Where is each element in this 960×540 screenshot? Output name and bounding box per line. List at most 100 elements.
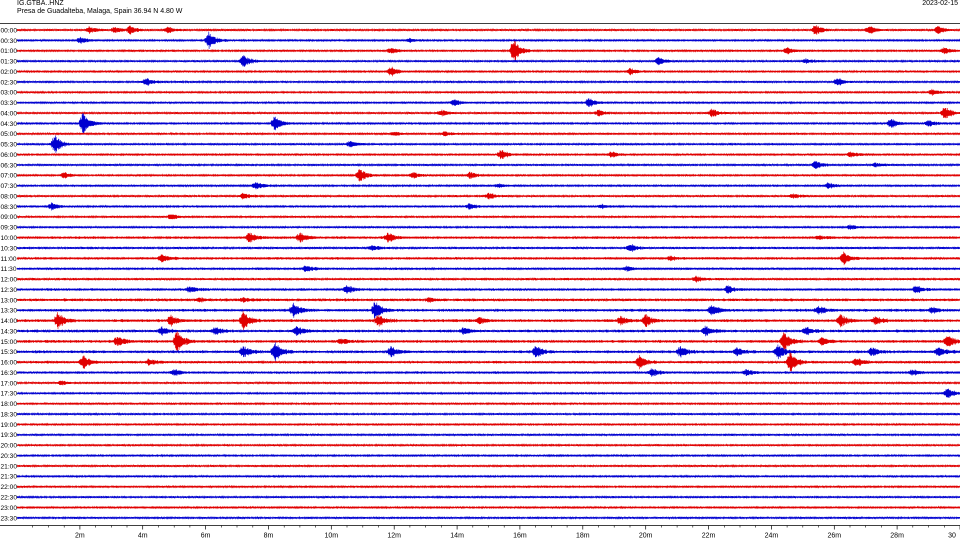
row-label: 16:30 bbox=[1, 370, 18, 377]
row-label: 03:30 bbox=[1, 100, 18, 107]
row-label: 08:00 bbox=[1, 194, 18, 201]
row-label: 01:30 bbox=[1, 59, 18, 66]
row-label: 04:00 bbox=[1, 110, 18, 117]
row-label: 22:30 bbox=[1, 495, 18, 502]
trace-row-2030 bbox=[16, 453, 960, 458]
x-tick-label: 24m bbox=[765, 533, 779, 540]
trace-row-2330 bbox=[16, 515, 960, 520]
x-tick-label: 4m bbox=[138, 533, 148, 540]
x-tick-label: 20m bbox=[639, 533, 653, 540]
row-label: 17:00 bbox=[1, 380, 18, 387]
x-tick-label: 18m bbox=[576, 533, 590, 540]
trace-row-1900 bbox=[16, 422, 960, 427]
trace-row-1030 bbox=[16, 244, 960, 252]
row-label: 14:30 bbox=[1, 328, 18, 335]
header: IG.GTBA..HNZ Presa de Guadalteba, Malaga… bbox=[0, 0, 960, 26]
trace-row-1700 bbox=[16, 380, 960, 386]
row-label: 02:00 bbox=[1, 69, 18, 76]
trace-row-1200 bbox=[16, 275, 960, 283]
trace-row-0030 bbox=[16, 31, 960, 50]
trace-row-0100 bbox=[16, 40, 960, 61]
row-label: 12:00 bbox=[1, 277, 18, 284]
x-tick-label: 26m bbox=[827, 533, 841, 540]
trace-row-1500 bbox=[16, 331, 960, 352]
row-label: 08:30 bbox=[1, 204, 18, 211]
row-label: 06:30 bbox=[1, 162, 18, 169]
trace-row-1530 bbox=[16, 342, 960, 362]
trace-row-1100 bbox=[16, 251, 960, 266]
row-time-labels: 00:00 00:30 01:00 01:30 02:00 02:30 03:00 03:30… bbox=[1, 27, 18, 522]
trace-row-2000 bbox=[16, 443, 960, 448]
x-tick-label: 8m bbox=[264, 533, 274, 540]
date-label: 2023-02-15 bbox=[922, 0, 958, 7]
row-label: 01:00 bbox=[1, 48, 18, 55]
trace-row-0930 bbox=[16, 224, 960, 230]
row-label: 12:30 bbox=[1, 287, 18, 294]
row-label: 09:00 bbox=[1, 214, 18, 221]
row-label: 22:00 bbox=[1, 484, 18, 491]
row-label: 20:30 bbox=[1, 453, 18, 460]
row-label: 09:30 bbox=[1, 225, 18, 232]
trace-row-0500 bbox=[16, 131, 960, 137]
row-label: 21:00 bbox=[1, 463, 18, 470]
row-label: 19:00 bbox=[1, 422, 18, 429]
x-tick-label: 6m bbox=[201, 533, 211, 540]
row-label: 07:30 bbox=[1, 183, 18, 190]
trace-row-1130 bbox=[16, 265, 960, 272]
row-label: 13:00 bbox=[1, 297, 18, 304]
row-label: 05:30 bbox=[1, 142, 18, 149]
row-label: 03:00 bbox=[1, 90, 18, 97]
row-label: 17:30 bbox=[1, 391, 18, 398]
trace-row-2130 bbox=[16, 474, 960, 479]
row-label: 10:30 bbox=[1, 245, 18, 252]
x-tick-label: 10m bbox=[324, 533, 338, 540]
x-tick-label: 22m bbox=[702, 533, 716, 540]
trace-row-0200 bbox=[16, 66, 960, 77]
row-label: 06:00 bbox=[1, 152, 18, 159]
station-location-label: Presa de Guadalteba, Malaga, Spain 36.94… bbox=[17, 8, 183, 15]
row-label: 21:30 bbox=[1, 474, 18, 481]
x-tick-label: 2m bbox=[75, 533, 85, 540]
x-tick-label: 14m bbox=[450, 533, 464, 540]
trace-row-1330 bbox=[16, 302, 960, 319]
x-tick-label: 12m bbox=[387, 533, 401, 540]
x-tick-label: 16m bbox=[513, 533, 527, 540]
trace-row-0130 bbox=[16, 55, 960, 68]
x-tick-label: 30 bbox=[948, 533, 956, 540]
trace-row-0330 bbox=[16, 98, 960, 108]
trace-row-1000 bbox=[16, 232, 960, 243]
trace-rows bbox=[16, 25, 960, 520]
row-label: 10:00 bbox=[1, 235, 18, 242]
trace-row-2300 bbox=[16, 505, 960, 510]
trace-row-1430 bbox=[16, 325, 960, 337]
row-label: 18:00 bbox=[1, 401, 18, 408]
trace-row-1630 bbox=[16, 368, 960, 377]
row-label: 14:00 bbox=[1, 318, 18, 325]
trace-row-1730 bbox=[16, 388, 960, 399]
row-label: 02:30 bbox=[1, 79, 18, 86]
trace-row-0900 bbox=[16, 214, 960, 220]
row-label: 15:00 bbox=[1, 339, 18, 346]
row-label: 19:30 bbox=[1, 432, 18, 439]
trace-row-1800 bbox=[16, 401, 960, 406]
row-label: 00:30 bbox=[1, 38, 18, 45]
trace-row-0700 bbox=[16, 169, 960, 182]
trace-row-1230 bbox=[16, 285, 960, 294]
trace-row-1830 bbox=[16, 412, 960, 416]
trace-row-2230 bbox=[16, 495, 960, 500]
row-label: 23:30 bbox=[1, 515, 18, 522]
row-label: 07:00 bbox=[1, 173, 18, 180]
row-label: 11:30 bbox=[1, 266, 17, 273]
trace-row-0430 bbox=[16, 113, 960, 134]
row-label: 05:00 bbox=[1, 131, 18, 138]
trace-row-1930 bbox=[16, 432, 960, 437]
trace-row-0530 bbox=[16, 135, 960, 153]
trace-row-0400 bbox=[16, 107, 960, 119]
row-label: 18:30 bbox=[1, 412, 18, 419]
station-id-label: IG.GTBA..HNZ bbox=[17, 0, 64, 7]
trace-row-0300 bbox=[16, 88, 960, 96]
x-axis: 2m 4m 6m 8m 10m 12m 14m 16m 18m 20m 22m 24m 26m 28m 30 bbox=[0, 525, 960, 540]
trace-row-1400 bbox=[16, 310, 960, 331]
row-label: 16:00 bbox=[1, 360, 18, 367]
